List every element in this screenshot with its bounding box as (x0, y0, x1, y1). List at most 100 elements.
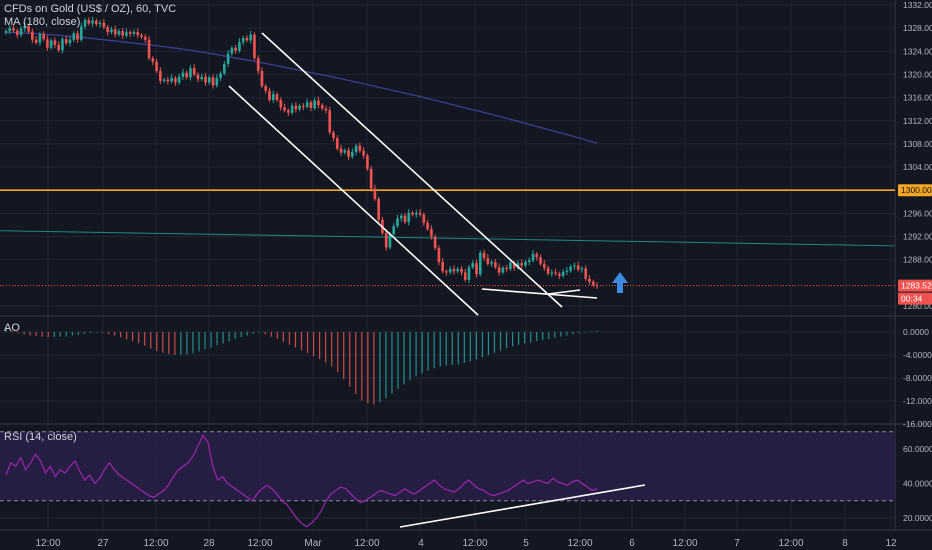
rsi-indicator-label[interactable]: RSI (14, close) (4, 431, 77, 443)
candle-body (166, 79, 170, 82)
candle-body (219, 73, 222, 78)
candle-body (384, 233, 388, 248)
candle-body (226, 53, 230, 65)
candle-body (234, 47, 237, 51)
candle-body (83, 20, 87, 27)
ao-bar (554, 332, 556, 338)
ao-bar (427, 332, 429, 371)
trendline-drawings[interactable] (228, 32, 646, 528)
time-label: 12 (885, 538, 897, 549)
symbol-title: CFDs on Gold (US$ / OZ), 60, TVC (4, 3, 177, 15)
candle-body (591, 281, 595, 286)
candle-body (61, 39, 64, 51)
ao-bar (379, 332, 381, 403)
last-price-tag-bg (898, 279, 932, 292)
ao-bar (385, 332, 387, 399)
ao-bar (300, 332, 303, 351)
time-label: 4 (418, 538, 424, 549)
ao-bar (590, 331, 592, 333)
candle-body (332, 132, 335, 139)
candle-body (426, 222, 429, 230)
ao-bar (23, 332, 25, 335)
ao-bar (29, 332, 31, 336)
candle-body (136, 32, 140, 36)
candle-body (230, 47, 234, 54)
candle-body (343, 150, 347, 153)
ao-bar (71, 332, 73, 336)
price-tick-label: 1324.00 (903, 46, 932, 56)
candle-body (256, 58, 260, 71)
candle-body (505, 267, 508, 269)
ao-bar (59, 332, 61, 337)
candle-body (433, 236, 437, 249)
candle-body (196, 74, 200, 80)
channel-upper-line (261, 32, 563, 308)
rsi-axis[interactable]: 60.0000 40.0000 20.0000 (903, 444, 932, 523)
candle-body (215, 77, 219, 86)
support-trend-line-2 (547, 289, 581, 295)
ao-bar (397, 332, 399, 389)
candle-body (204, 76, 207, 83)
candle-body (207, 77, 211, 83)
candle-body (561, 271, 565, 276)
time-axis[interactable]: 12:00 27 12:00 28 12:00 Mar 12:00 4 12:00 5 12:00 6… (35, 538, 897, 549)
price-tick-label: 1316.00 (903, 93, 932, 103)
time-label: 8 (842, 538, 848, 549)
arrow-up-icon[interactable] (612, 272, 628, 293)
ao-indicator-label[interactable]: AO (4, 322, 20, 334)
candle-body (460, 268, 463, 273)
ao-bar (53, 332, 55, 338)
candle-body (72, 33, 76, 40)
ao-bar (306, 332, 309, 354)
ao-bar (156, 332, 158, 351)
ao-bar (138, 332, 140, 343)
ao-bar (439, 332, 441, 367)
candle-body (128, 32, 132, 34)
price-axis[interactable]: 1332.00 1328.00 1324.00 1320.00 1316.00 1312.… (903, 0, 932, 311)
candle-body (238, 42, 241, 51)
channel-lower-line (228, 85, 479, 316)
price-tick-label: 1292.00 (903, 232, 932, 242)
candle-body (8, 28, 12, 32)
candle-body (554, 272, 557, 274)
candle-body (471, 263, 475, 268)
candle-body (486, 257, 490, 264)
ao-bar (101, 332, 104, 334)
ao-bar (524, 332, 526, 344)
candle-body (354, 145, 358, 153)
candle-body (494, 262, 497, 268)
ao-bar (560, 332, 562, 337)
candle-body (576, 265, 580, 270)
ao-bar (457, 332, 459, 365)
candle-body (388, 234, 392, 248)
candle-body (125, 32, 128, 36)
time-label: 12:00 (778, 538, 803, 549)
candle-body (113, 29, 117, 35)
candle-body (452, 268, 456, 272)
candle-body (95, 20, 98, 25)
candle-body (565, 270, 569, 272)
ma-indicator-label[interactable]: MA (180, close) (4, 16, 81, 28)
ao-bar (318, 332, 321, 360)
candle-body (396, 218, 399, 227)
candle-body (335, 138, 339, 149)
ao-axis[interactable]: 0.0000 -4.0000 -8.0000 -12.0000 -16.0000 (903, 327, 932, 429)
ao-bar (17, 332, 19, 334)
candle-body (414, 212, 418, 215)
candle-body (200, 76, 204, 80)
ao-bar (337, 332, 339, 373)
candle-body (49, 40, 53, 48)
trend-line-teal[interactable] (0, 230, 896, 247)
candle-body (313, 100, 316, 109)
candles (4, 16, 599, 289)
candle-body (110, 29, 113, 33)
candle-body (268, 90, 271, 100)
ao-bar (572, 332, 574, 335)
candle-body (362, 150, 365, 156)
candle-body (445, 271, 448, 273)
ao-bar (144, 332, 146, 346)
candle-body (302, 105, 305, 107)
ao-bar (83, 332, 85, 334)
candle-body (23, 25, 27, 29)
